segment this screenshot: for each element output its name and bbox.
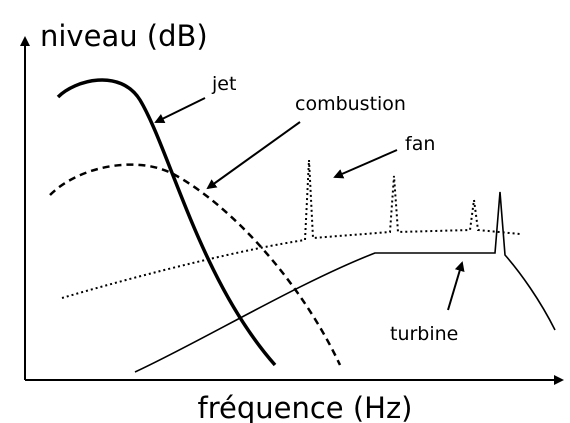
curve-label: fan xyxy=(405,133,435,155)
combustion-curve xyxy=(49,163,342,366)
curve-label: turbine xyxy=(390,323,458,345)
x-axis-title: fréquence (Hz) xyxy=(197,391,412,423)
pointer-arrow xyxy=(447,261,465,311)
y-axis-title: niveau (dB) xyxy=(40,19,208,53)
pointer-arrow xyxy=(154,97,206,123)
fan-curve xyxy=(61,159,521,299)
pointer-arrow xyxy=(333,149,398,179)
curve-label: combustion xyxy=(295,93,406,115)
curve-label: jet xyxy=(211,73,236,95)
turbine-curve xyxy=(134,191,556,373)
pointer-arrow xyxy=(206,121,301,190)
jet-curve xyxy=(56,78,277,367)
